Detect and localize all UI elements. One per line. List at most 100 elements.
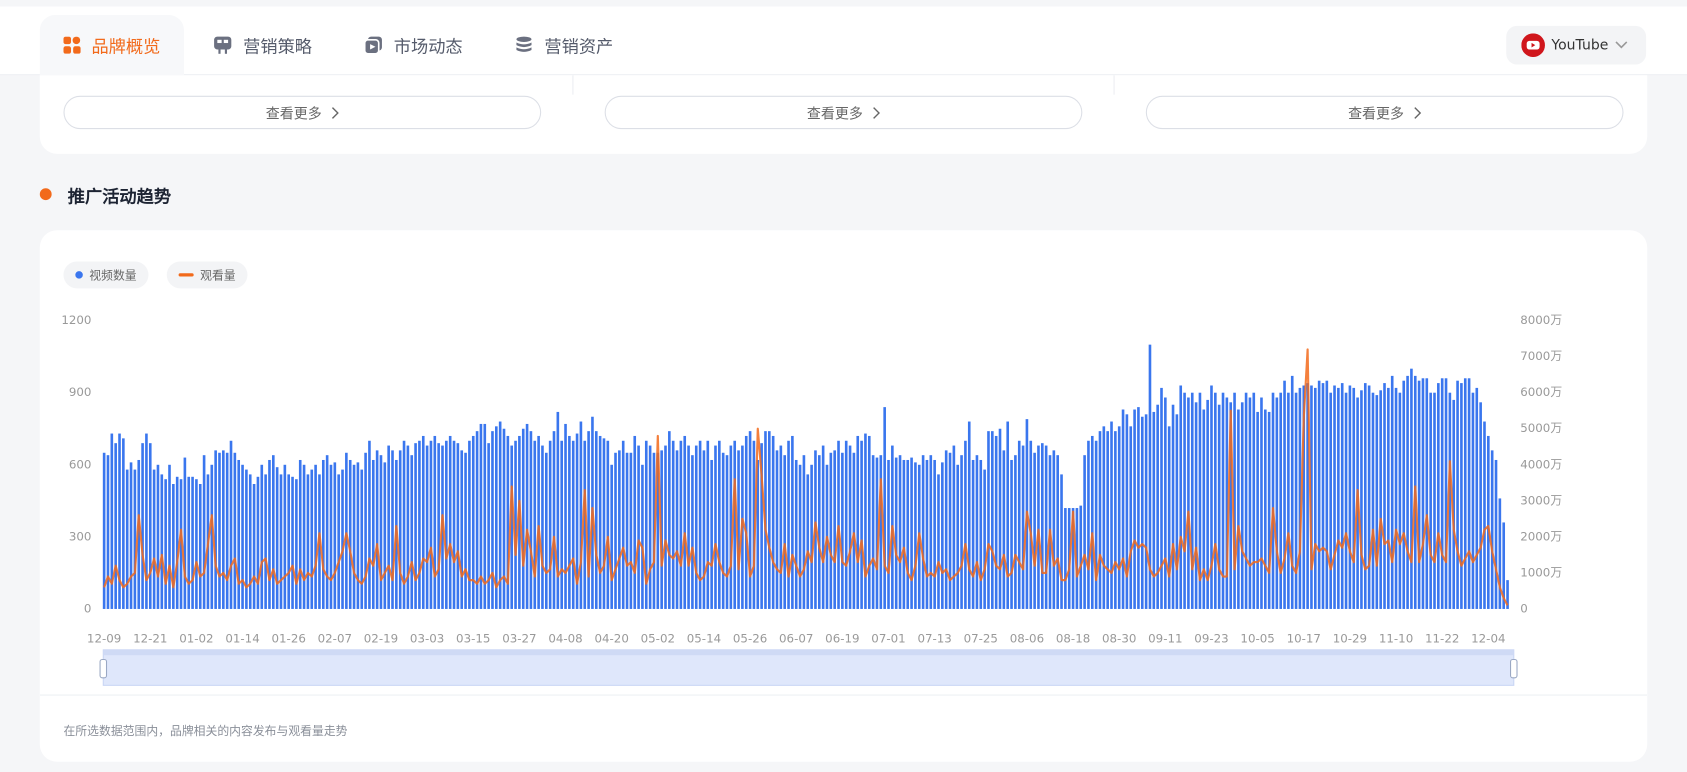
bar [202,455,206,609]
x-tick-label: 06-19 [825,632,859,646]
bar [1479,402,1482,609]
bar [1121,409,1125,609]
bar [1298,387,1302,609]
bar [1233,392,1236,609]
more-button[interactable]: 查看更多 [63,95,542,130]
bar [568,435,571,609]
bar [237,459,241,609]
more-button[interactable]: 查看更多 [604,95,1083,130]
bar [1448,392,1452,609]
bar [1367,385,1371,609]
y2-tick-label: 4000万 [1520,457,1562,471]
bar [560,440,563,609]
bar [760,443,763,609]
bar [633,435,637,609]
bar [691,455,694,609]
bar [606,440,610,609]
bar [1014,455,1017,609]
bar [460,450,464,609]
bar [1490,450,1494,609]
x-tick-label: 07-13 [917,632,951,646]
bar [214,450,217,609]
bar [821,445,825,609]
bar [1440,378,1444,609]
bar [218,452,221,609]
tab[interactable]: 营销策略 [213,15,312,75]
bar [352,464,356,609]
bar [844,440,848,609]
bar [279,474,283,609]
bar [141,443,144,609]
zoom-handle[interactable] [1510,658,1518,679]
bar [229,440,233,609]
bar [175,476,179,609]
x-tick-label: 10-29 [1333,632,1367,646]
bar [483,423,487,609]
bar [1452,399,1456,609]
bar [564,423,567,609]
bar [306,474,310,609]
bar [106,455,110,609]
bar [137,459,141,609]
legend-label: 观看量 [200,268,236,283]
bar [1425,378,1429,609]
bar [817,455,821,609]
platform-select[interactable]: YouTube [1506,25,1647,65]
bar [710,459,713,609]
bar [575,433,579,609]
bar [1010,459,1013,609]
bar [687,445,690,609]
bar [1090,435,1094,609]
chart-card: 视频数量 观看量 0 300 600 900 1200 0 1000万 2000万 3000万 4… [39,230,1648,762]
bar [287,474,290,609]
bar [618,450,621,609]
bar [410,455,414,609]
legend-swatch [75,271,83,279]
bar [1148,344,1152,609]
x-tick-label: 03-27 [502,632,536,646]
y2-tick-label: 8000万 [1520,313,1562,327]
bar [1344,392,1348,609]
y2-tick-label: 5000万 [1520,421,1562,435]
footnote: 在所选数据范围内，品牌相关的内容发布与观看量走势 [63,724,348,739]
zoom-handle[interactable] [99,658,108,679]
bar [1471,392,1475,609]
bar [1506,580,1509,609]
y-tick-label: 900 [69,385,92,399]
y-tick-label: 300 [69,529,92,543]
bar [929,455,933,609]
y2-tick-label: 7000万 [1520,349,1562,363]
bar [345,452,348,609]
bar [1183,392,1186,609]
bar [948,452,952,609]
bar [1317,380,1321,609]
bar [1363,383,1367,609]
bar [521,428,525,609]
bar [445,440,448,609]
more-button[interactable]: 查看更多 [1145,95,1624,130]
x-tick-label: 12-21 [133,632,167,646]
tab[interactable]: 品牌概览 [39,15,184,76]
bar [1302,385,1306,609]
tab-icon [214,36,232,54]
bar [1094,440,1098,609]
bar [794,459,798,609]
tab[interactable]: 营销资产 [514,15,613,75]
top-bar [0,0,1687,76]
bar [656,452,660,609]
tab-label: 品牌概览 [91,36,161,58]
bar [110,433,114,609]
more-label: 查看更多 [1348,106,1405,123]
tab[interactable]: 市场动态 [363,15,463,75]
legend-item[interactable]: 观看量 [166,261,248,289]
bar [614,452,617,609]
bar [1114,431,1117,609]
bar [1460,383,1463,609]
bar [679,440,683,609]
bar [952,445,956,609]
bar [418,440,421,609]
bar [1310,385,1313,609]
bar [594,431,598,609]
bar [852,452,856,609]
legend-item[interactable]: 视频数量 [63,261,149,289]
